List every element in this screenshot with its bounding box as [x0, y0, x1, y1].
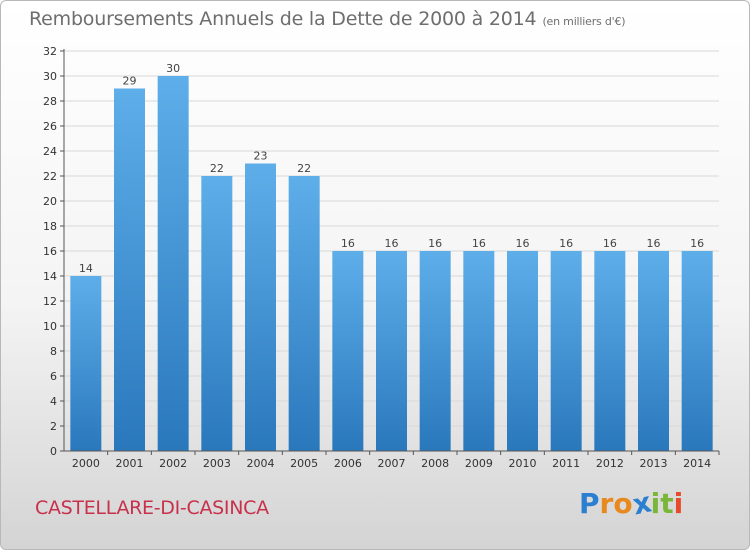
x-tick-label-2006: 2006: [334, 457, 362, 470]
place-name: CASTELLARE-DI-CASINCA: [35, 497, 269, 519]
logo-letter: o: [613, 487, 633, 520]
y-tick-label: 14: [43, 270, 57, 283]
bar-2002: [157, 76, 189, 451]
y-tick-label: 6: [50, 370, 57, 383]
data-label-2002: 30: [166, 62, 180, 75]
y-tick-label: 16: [43, 245, 57, 258]
x-tick-label-2010: 2010: [509, 457, 537, 470]
bar-2012: [594, 251, 626, 451]
bar-2010: [507, 251, 538, 451]
data-label-2014: 16: [690, 237, 704, 250]
x-tick-label-2014: 2014: [683, 457, 711, 470]
data-label-2003: 22: [210, 162, 224, 175]
x-tick-label-2003: 2003: [203, 457, 231, 470]
bar-2009: [463, 251, 495, 451]
logo-letter: i: [650, 487, 661, 520]
data-label-2012: 16: [603, 237, 617, 250]
y-tick-label: 12: [43, 295, 57, 308]
y-tick-label: 26: [43, 120, 57, 133]
data-label-2011: 16: [559, 237, 573, 250]
y-tick-label: 0: [50, 445, 57, 458]
bar-2007: [376, 251, 407, 451]
data-label-2008: 16: [428, 237, 442, 250]
bar-2014: [681, 251, 713, 451]
y-tick-label: 24: [43, 145, 57, 158]
y-tick-label: 22: [43, 170, 57, 183]
x-tick-label-2007: 2007: [378, 457, 406, 470]
x-tick-label-2001: 2001: [116, 457, 144, 470]
bar-2004: [245, 163, 276, 451]
bar-2011: [550, 251, 582, 451]
y-tick-label: 4: [50, 395, 57, 408]
data-label-2004: 23: [254, 150, 268, 163]
y-tick-label: 32: [43, 45, 57, 58]
data-label-2009: 16: [472, 237, 486, 250]
logo-letter: P: [579, 487, 600, 520]
x-tick-label-2000: 2000: [72, 457, 100, 470]
data-label-2001: 29: [123, 75, 137, 88]
data-label-2005: 22: [297, 162, 311, 175]
data-label-2006: 16: [341, 237, 355, 250]
labels: 0246810121416182022242628303214200029200…: [43, 45, 711, 470]
data-label-2007: 16: [385, 237, 399, 250]
y-tick-label: 8: [50, 345, 57, 358]
x-tick-label-2009: 2009: [465, 457, 493, 470]
x-tick-label-2012: 2012: [596, 457, 624, 470]
bars: [70, 76, 713, 451]
y-tick-label: 30: [43, 70, 57, 83]
logo-letter: i: [673, 487, 684, 520]
data-label-2010: 16: [516, 237, 530, 250]
data-label-2000: 14: [79, 262, 93, 275]
bar-2001: [114, 88, 145, 451]
x-tick-label-2008: 2008: [421, 457, 449, 470]
chart-title-text: Remboursements Annuels de la Dette de 20…: [29, 8, 537, 30]
x-tick-label-2002: 2002: [159, 457, 187, 470]
bar-2005: [288, 176, 320, 451]
x-tick-label-2005: 2005: [290, 457, 318, 470]
chart-title: Remboursements Annuels de la Dette de 20…: [29, 8, 626, 30]
bar-2003: [201, 176, 233, 451]
bar-2000: [70, 276, 102, 451]
y-tick-label: 10: [43, 320, 57, 333]
x-tick-label-2011: 2011: [552, 457, 580, 470]
proxiti-logo: Proxiti: [579, 485, 691, 527]
logo-letter: r: [599, 487, 614, 520]
y-tick-label: 2: [50, 420, 57, 433]
bar-2013: [638, 251, 669, 451]
data-label-2013: 16: [647, 237, 661, 250]
bar-2008: [419, 251, 451, 451]
y-tick-label: 18: [43, 220, 57, 233]
x-tick-label-2004: 2004: [247, 457, 275, 470]
chart-subtitle: (en milliers d'€): [542, 15, 626, 28]
x-tick-label-2013: 2013: [640, 457, 668, 470]
axes: [60, 49, 720, 455]
bar-2006: [332, 251, 364, 451]
y-tick-label: 20: [43, 195, 57, 208]
y-tick-label: 28: [43, 95, 57, 108]
logo-letter: t: [660, 487, 674, 520]
